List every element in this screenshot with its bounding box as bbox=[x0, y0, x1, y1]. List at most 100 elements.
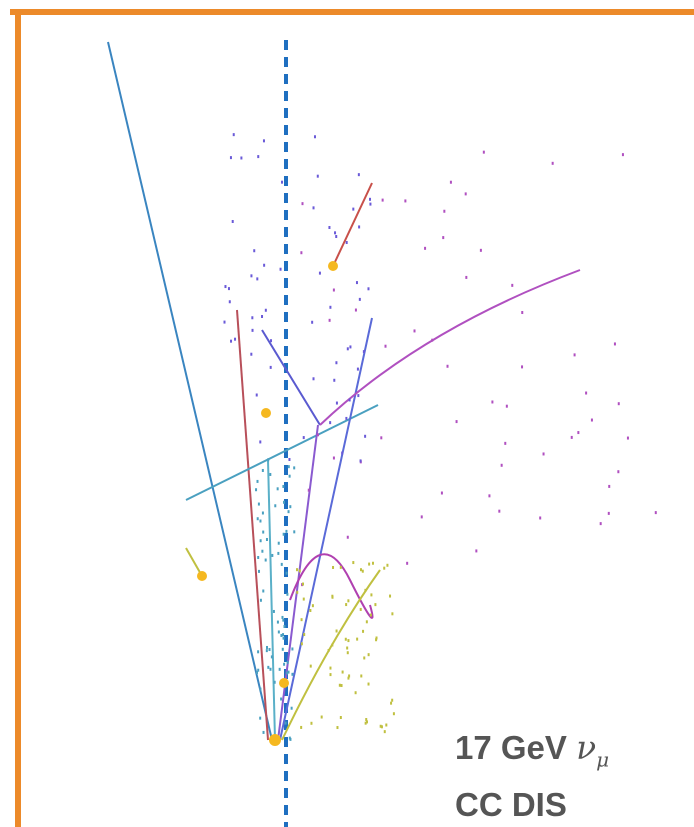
hit bbox=[627, 437, 629, 440]
hit bbox=[250, 274, 252, 277]
hit bbox=[390, 702, 392, 705]
hit bbox=[259, 688, 261, 691]
hit bbox=[380, 436, 382, 439]
track bbox=[237, 310, 268, 740]
hit bbox=[263, 264, 265, 267]
hit bbox=[314, 135, 316, 138]
hit bbox=[283, 663, 285, 666]
hit bbox=[336, 726, 338, 729]
hit bbox=[271, 655, 273, 658]
hit bbox=[293, 466, 295, 469]
hit bbox=[347, 599, 349, 602]
hit bbox=[366, 720, 368, 723]
hit bbox=[480, 249, 482, 252]
hit bbox=[380, 725, 382, 728]
vertex bbox=[269, 734, 281, 746]
hit bbox=[279, 668, 281, 671]
hit bbox=[267, 458, 269, 461]
hit bbox=[287, 661, 289, 664]
hit bbox=[360, 608, 362, 611]
hit bbox=[289, 737, 291, 740]
hit bbox=[265, 559, 267, 562]
hit bbox=[286, 572, 288, 575]
hit bbox=[303, 436, 305, 439]
hit bbox=[389, 595, 391, 598]
hit bbox=[340, 566, 342, 569]
hit bbox=[364, 589, 366, 592]
hit bbox=[363, 350, 365, 353]
track bbox=[320, 270, 580, 425]
hit bbox=[331, 644, 333, 647]
hit bbox=[367, 287, 369, 290]
hit bbox=[319, 272, 321, 275]
hit bbox=[382, 199, 384, 202]
hit bbox=[608, 485, 610, 488]
hit bbox=[255, 488, 257, 491]
hit bbox=[277, 621, 279, 624]
hit bbox=[333, 289, 335, 292]
hit bbox=[591, 419, 593, 422]
hit bbox=[277, 487, 279, 490]
hit bbox=[347, 347, 349, 350]
hit bbox=[349, 345, 351, 348]
hit bbox=[257, 155, 259, 158]
hit bbox=[302, 583, 304, 586]
hit bbox=[368, 563, 370, 566]
hit bbox=[346, 241, 348, 244]
hit bbox=[260, 599, 262, 602]
hit bbox=[263, 731, 265, 734]
hit bbox=[269, 473, 271, 476]
hit bbox=[313, 206, 315, 209]
hit bbox=[312, 604, 314, 607]
hit bbox=[443, 210, 445, 213]
track bbox=[262, 330, 320, 425]
hit bbox=[370, 593, 372, 596]
hit bbox=[363, 656, 365, 659]
hit bbox=[229, 300, 231, 303]
flavor: μ bbox=[596, 748, 609, 772]
hit bbox=[421, 515, 423, 518]
hit bbox=[285, 530, 287, 533]
hit bbox=[266, 538, 268, 541]
hit bbox=[360, 568, 362, 571]
hit bbox=[543, 452, 545, 455]
hit bbox=[352, 561, 354, 564]
hit bbox=[333, 456, 335, 459]
hit bbox=[617, 470, 619, 473]
hit bbox=[456, 420, 458, 423]
hit bbox=[414, 329, 416, 332]
hit bbox=[339, 684, 341, 687]
hit bbox=[385, 724, 387, 727]
hit bbox=[271, 554, 273, 557]
hit bbox=[232, 220, 234, 223]
event-label: 17 GeV νμ bbox=[455, 728, 609, 780]
hit bbox=[539, 516, 541, 519]
hit bbox=[260, 539, 262, 542]
hit bbox=[336, 402, 338, 405]
hit bbox=[335, 235, 337, 238]
hit bbox=[259, 520, 261, 523]
hit bbox=[282, 633, 284, 636]
hit bbox=[269, 648, 271, 651]
hit bbox=[356, 638, 358, 641]
hit bbox=[447, 365, 449, 368]
hit bbox=[359, 298, 361, 301]
hit bbox=[285, 722, 287, 725]
hit bbox=[317, 175, 319, 178]
hit bbox=[335, 361, 337, 364]
hit bbox=[349, 398, 351, 401]
vertex bbox=[328, 261, 338, 271]
hit bbox=[317, 433, 319, 436]
hit bbox=[252, 329, 254, 332]
hit bbox=[280, 268, 282, 271]
hit bbox=[369, 203, 371, 206]
hit bbox=[345, 417, 347, 420]
hit bbox=[291, 707, 293, 710]
hit bbox=[521, 365, 523, 368]
hit bbox=[301, 642, 303, 645]
hit bbox=[301, 202, 303, 205]
hit bbox=[355, 309, 357, 312]
hit bbox=[488, 494, 490, 497]
hit bbox=[577, 431, 579, 434]
hit bbox=[265, 309, 267, 312]
